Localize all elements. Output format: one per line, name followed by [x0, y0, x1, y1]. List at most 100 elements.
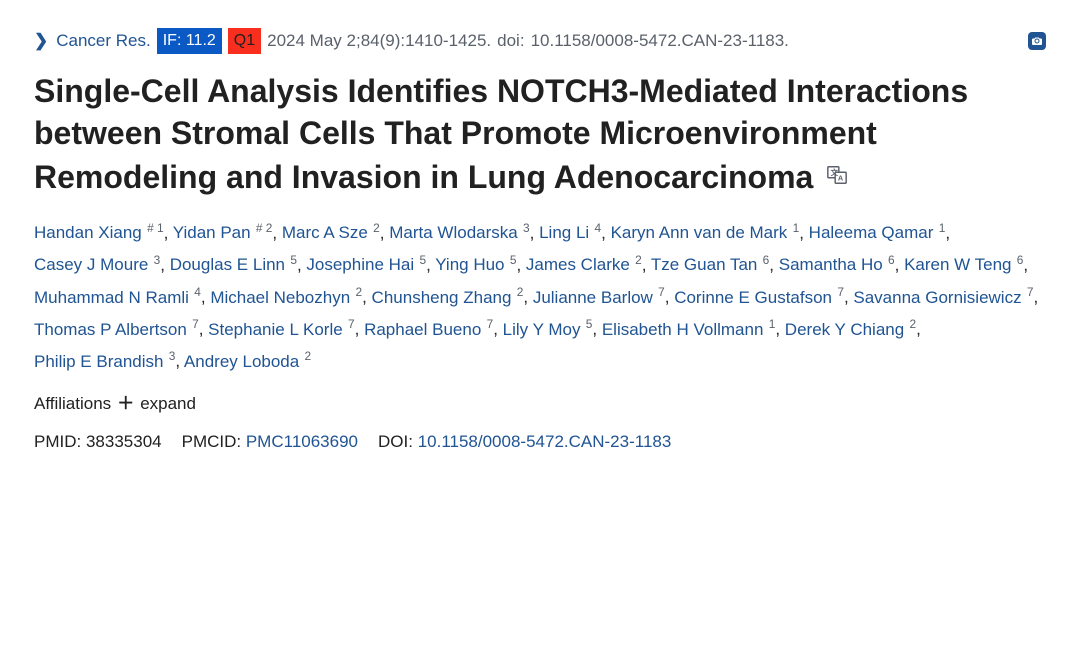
author-separator: ,	[523, 288, 532, 307]
author-link[interactable]: James Clarke	[526, 255, 630, 274]
author-link[interactable]: Michael Nebozhyn	[210, 288, 350, 307]
author-affiliation-sup[interactable]: 6	[885, 253, 895, 267]
author-affiliation-sup[interactable]: # 1	[144, 221, 164, 235]
author-separator: ,	[1023, 255, 1028, 274]
author-link[interactable]: Andrey Loboda	[184, 352, 299, 371]
author-affiliation-sup[interactable]: 7	[345, 317, 355, 331]
doi-prefix: doi:	[497, 28, 524, 54]
pmcid-block: PMCID: PMC11063690	[182, 429, 358, 455]
doi-link[interactable]: 10.1158/0008-5472.CAN-23-1183	[418, 432, 672, 451]
author-separator: ,	[592, 320, 601, 339]
author-link[interactable]: Marc A Sze	[282, 223, 368, 242]
author-link[interactable]: Douglas E Linn	[170, 255, 285, 274]
author-link[interactable]: Raphael Bueno	[364, 320, 481, 339]
author-link[interactable]: Lily Y Moy	[503, 320, 581, 339]
author-separator: ,	[844, 288, 853, 307]
author-affiliation-sup[interactable]: # 2	[253, 221, 273, 235]
author-separator: ,	[769, 255, 778, 274]
author-link[interactable]: Ying Huo	[435, 255, 504, 274]
author-link[interactable]: Muhammad N Ramli	[34, 288, 189, 307]
author-affiliation-sup[interactable]: 3	[520, 221, 530, 235]
journal-link[interactable]: Cancer Res.	[56, 28, 150, 54]
author-affiliation-sup[interactable]: 3	[150, 253, 160, 267]
author-link[interactable]: Julianne Barlow	[533, 288, 653, 307]
author-affiliation-sup[interactable]: 2	[352, 285, 362, 299]
author-link[interactable]: Yidan Pan	[173, 223, 251, 242]
author-affiliation-sup[interactable]: 1	[789, 221, 799, 235]
author-separator: ,	[199, 320, 208, 339]
author-separator: ,	[380, 223, 389, 242]
author-link[interactable]: Samantha Ho	[779, 255, 883, 274]
affiliations-label: Affiliations	[34, 391, 111, 417]
author-separator: ,	[426, 255, 435, 274]
article-title: Single-Cell Analysis Identifies NOTCH3-M…	[34, 70, 1046, 199]
author-affiliation-sup[interactable]: 7	[834, 285, 844, 299]
impact-factor-badge: IF: 11.2	[157, 28, 222, 54]
author-affiliation-sup[interactable]: 7	[189, 317, 199, 331]
author-affiliation-sup[interactable]: 4	[191, 285, 201, 299]
author-affiliation-sup[interactable]: 7	[655, 285, 665, 299]
author-separator: ,	[945, 223, 950, 242]
pmcid-label: PMCID:	[182, 432, 242, 451]
author-link[interactable]: Handan Xiang	[34, 223, 142, 242]
author-affiliation-sup[interactable]: 5	[507, 253, 517, 267]
author-separator: ,	[355, 320, 364, 339]
author-separator: ,	[160, 255, 169, 274]
plus-icon[interactable]: ＋	[117, 391, 134, 417]
author-link[interactable]: Philip E Brandish	[34, 352, 163, 371]
author-affiliation-sup[interactable]: 5	[416, 253, 426, 267]
svg-text:A: A	[838, 174, 844, 183]
author-separator: ,	[516, 255, 525, 274]
author-link[interactable]: Tze Guan Tan	[651, 255, 757, 274]
citation-meta-row: ❯ Cancer Res. IF: 11.2Q1 2024 May 2;84(9…	[34, 28, 1046, 54]
author-link[interactable]: Josephine Hai	[306, 255, 414, 274]
doi-label: DOI:	[378, 432, 413, 451]
author-affiliation-sup[interactable]: 5	[582, 317, 592, 331]
pmid-label: PMID:	[34, 432, 81, 451]
author-link[interactable]: Ling Li	[539, 223, 589, 242]
author-separator: ,	[201, 288, 210, 307]
author-separator: ,	[642, 255, 651, 274]
quartile-badge: Q1	[228, 28, 261, 54]
camera-icon[interactable]	[1028, 32, 1046, 50]
author-separator: ,	[164, 223, 173, 242]
author-affiliation-sup[interactable]: 2	[301, 349, 311, 363]
author-affiliation-sup[interactable]: 6	[759, 253, 769, 267]
author-link[interactable]: Savanna Gornisiewicz	[853, 288, 1021, 307]
doi-block: DOI: 10.1158/0008-5472.CAN-23-1183	[378, 429, 671, 455]
author-affiliation-sup[interactable]: 6	[1013, 253, 1023, 267]
author-link[interactable]: Derek Y Chiang	[785, 320, 904, 339]
author-link[interactable]: Haleema Qamar	[809, 223, 934, 242]
expand-link[interactable]: expand	[140, 391, 196, 417]
translate-icon[interactable]: 文 A	[826, 154, 848, 176]
author-separator: ,	[493, 320, 502, 339]
author-affiliation-sup[interactable]: 1	[765, 317, 775, 331]
author-affiliation-sup[interactable]: 3	[165, 349, 175, 363]
author-separator: ,	[895, 255, 904, 274]
author-affiliation-sup[interactable]: 2	[370, 221, 380, 235]
author-affiliation-sup[interactable]: 5	[287, 253, 297, 267]
author-link[interactable]: Marta Wlodarska	[389, 223, 517, 242]
author-separator: ,	[775, 320, 784, 339]
author-link[interactable]: Thomas P Albertson	[34, 320, 187, 339]
author-link[interactable]: Corinne E Gustafson	[674, 288, 832, 307]
author-separator: ,	[1034, 288, 1039, 307]
author-link[interactable]: Casey J Moure	[34, 255, 148, 274]
author-affiliation-sup[interactable]: 1	[935, 221, 945, 235]
author-affiliation-sup[interactable]: 4	[591, 221, 601, 235]
author-link[interactable]: Elisabeth H Vollmann	[602, 320, 764, 339]
author-link[interactable]: Stephanie L Korle	[208, 320, 343, 339]
author-separator: ,	[601, 223, 610, 242]
author-affiliation-sup[interactable]: 7	[1024, 285, 1034, 299]
author-separator: ,	[297, 255, 306, 274]
author-affiliation-sup[interactable]: 7	[483, 317, 493, 331]
author-affiliation-sup[interactable]: 2	[906, 317, 916, 331]
author-link[interactable]: Karyn Ann van de Mark	[611, 223, 788, 242]
affiliations-row: Affiliations ＋ expand	[34, 391, 1046, 417]
author-affiliation-sup[interactable]: 2	[513, 285, 523, 299]
author-link[interactable]: Chunsheng Zhang	[372, 288, 512, 307]
author-link[interactable]: Karen W Teng	[904, 255, 1011, 274]
citation-date-pages: 2024 May 2;84(9):1410-1425.	[267, 28, 491, 54]
pmcid-link[interactable]: PMC11063690	[246, 432, 358, 451]
author-affiliation-sup[interactable]: 2	[632, 253, 642, 267]
